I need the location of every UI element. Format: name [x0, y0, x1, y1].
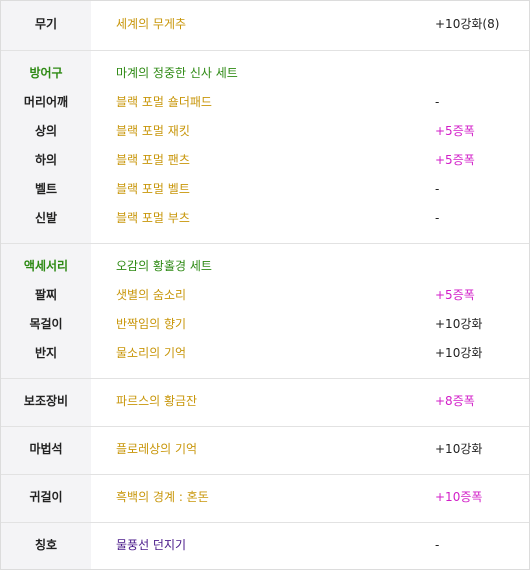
item-upgrade: +5증폭 [435, 124, 475, 138]
accessory-row-ring: 반지 물소리의 기억 +10강화 [1, 343, 529, 363]
item-name[interactable]: 블랙 포멀 재킷 [116, 124, 190, 138]
armor-set-row: 방어구 마계의 정중한 신사 세트 [1, 63, 529, 83]
slot-label: 벨트 [34, 182, 58, 196]
armor-set-name[interactable]: 마계의 정중한 신사 세트 [116, 66, 238, 80]
weapon-section: 무기 세계의 무게추 +10강화(8) [1, 1, 529, 50]
armor-row-belt: 벨트 블랙 포멀 벨트 - [1, 179, 529, 199]
earring-row: 귀걸이 흑백의 경계 : 혼돈 +10증폭 [1, 487, 529, 507]
accessory-set-name[interactable]: 오감의 황홀경 세트 [116, 259, 212, 273]
item-upgrade: +10증폭 [435, 490, 483, 504]
weapon-item[interactable]: 세계의 무게추 [116, 17, 187, 31]
weapon-row: 무기 세계의 무게추 +10강화(8) [1, 14, 529, 34]
item-name[interactable]: 파르스의 황금잔 [116, 394, 198, 408]
title-label: 칭호 [34, 538, 58, 552]
armor-row-bottom: 하의 블랙 포멀 팬츠 +5증폭 [1, 150, 529, 170]
item-upgrade: +10강화 [435, 442, 483, 456]
item-name[interactable]: 물풍선 던지기 [116, 538, 187, 552]
accessory-set-row: 액세서리 오감의 황홀경 세트 [1, 256, 529, 276]
item-upgrade: +5증폭 [435, 153, 475, 167]
item-upgrade: - [435, 182, 440, 196]
slot-label: 상의 [34, 124, 58, 138]
item-upgrade: - [435, 95, 440, 109]
item-name[interactable]: 블랙 포멀 부츠 [116, 211, 190, 225]
earring-section: 귀걸이 흑백의 경계 : 혼돈 +10증폭 [1, 474, 529, 522]
item-upgrade: +10강화 [435, 346, 483, 360]
sub-equipment-section: 보조장비 파르스의 황금잔 +8증폭 [1, 378, 529, 426]
slot-label: 목걸이 [29, 317, 63, 331]
item-name[interactable]: 블랙 포멀 벨트 [116, 182, 190, 196]
slot-label: 머리어깨 [23, 95, 69, 109]
item-upgrade: +5증폭 [435, 288, 475, 302]
item-name[interactable]: 블랙 포멀 팬츠 [116, 153, 190, 167]
slot-label: 팔찌 [34, 288, 58, 302]
armor-label: 방어구 [29, 66, 63, 80]
item-upgrade: +8증폭 [435, 394, 475, 408]
item-name[interactable]: 물소리의 기억 [116, 346, 187, 360]
item-upgrade: - [435, 538, 440, 552]
accessory-section: 액세서리 오감의 황홀경 세트 팔찌 샛별의 숨소리 +5증폭 목걸이 반짝임의… [1, 243, 529, 378]
item-name[interactable]: 블랙 포멀 숄더패드 [116, 95, 212, 109]
slot-label: 하의 [34, 153, 58, 167]
weapon-label: 무기 [34, 17, 58, 31]
item-upgrade: +10강화 [435, 317, 483, 331]
accessory-row-necklace: 목걸이 반짝임의 향기 +10강화 [1, 314, 529, 334]
accessory-label: 액세서리 [23, 259, 69, 273]
weapon-upgrade: +10강화(8) [435, 17, 500, 31]
armor-row-shoes: 신발 블랙 포멀 부츠 - [1, 208, 529, 228]
armor-row-shoulder: 머리어깨 블랙 포멀 숄더패드 - [1, 92, 529, 112]
sub-equipment-row: 보조장비 파르스의 황금잔 +8증폭 [1, 391, 529, 411]
armor-row-top: 상의 블랙 포멀 재킷 +5증폭 [1, 121, 529, 141]
magic-stone-row: 마법석 플로레상의 기억 +10강화 [1, 439, 529, 459]
magic-stone-label: 마법석 [29, 442, 63, 456]
accessory-row-bracelet: 팔찌 샛별의 숨소리 +5증폭 [1, 285, 529, 305]
magic-stone-section: 마법석 플로레상의 기억 +10강화 [1, 426, 529, 474]
title-row: 칭호 물풍선 던지기 - [1, 535, 529, 555]
item-name[interactable]: 플로레상의 기억 [116, 442, 198, 456]
slot-label: 반지 [34, 346, 58, 360]
item-name[interactable]: 반짝임의 향기 [116, 317, 187, 331]
item-upgrade: - [435, 211, 440, 225]
item-name[interactable]: 흑백의 경계 : 혼돈 [116, 490, 209, 504]
armor-section: 방어구 마계의 정중한 신사 세트 머리어깨 블랙 포멀 숄더패드 - 상의 블… [1, 50, 529, 243]
title-section: 칭호 물풍선 던지기 - [1, 522, 529, 569]
sub-equipment-label: 보조장비 [23, 394, 69, 408]
earring-label: 귀걸이 [29, 490, 63, 504]
slot-label: 신발 [34, 211, 58, 225]
item-name[interactable]: 샛별의 숨소리 [116, 288, 187, 302]
